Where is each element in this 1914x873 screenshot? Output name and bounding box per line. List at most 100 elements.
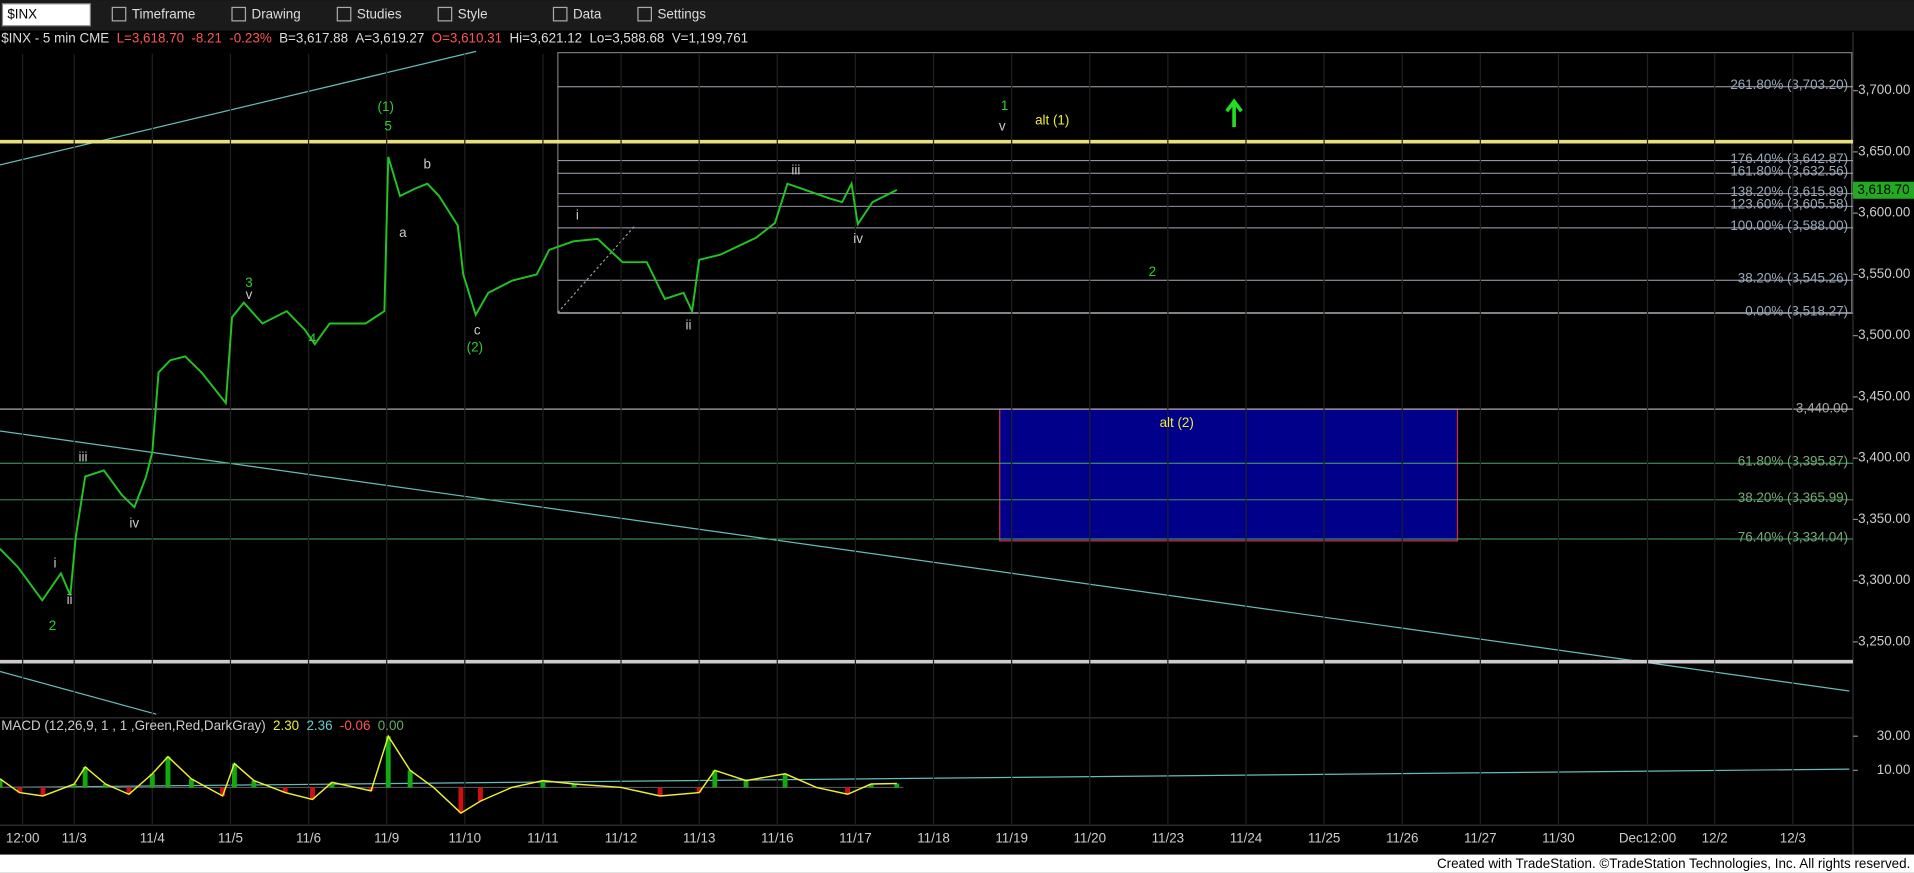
toolbar-icon[interactable]: [336, 6, 352, 22]
toolbar-button[interactable]: Timeframe: [132, 6, 196, 21]
toolbar-icon[interactable]: [637, 6, 652, 22]
wave-label: i: [53, 556, 56, 571]
macd-bar: [126, 787, 132, 795]
macd-bar: [385, 736, 391, 788]
macd-bar: [894, 783, 900, 788]
macd-bar: [220, 787, 226, 796]
macd-bar: [82, 766, 88, 788]
x-tick-label: 11/30: [1542, 830, 1575, 845]
wave-label: ii: [67, 592, 73, 607]
macd-reading: 0.00: [378, 718, 404, 733]
macd-bar: [407, 770, 413, 788]
wave-label: i: [576, 208, 579, 223]
wave-label: v: [999, 119, 1006, 134]
y-tick-label: 3,550.00: [1858, 266, 1910, 281]
target-box: [999, 408, 1459, 542]
toolbar-icon[interactable]: [231, 6, 247, 22]
wave-label: v: [246, 287, 253, 302]
macd-bar: [103, 784, 108, 788]
macd-bar: [743, 780, 749, 788]
last-price-tag: [1852, 181, 1914, 199]
macd-y-label: 10.00: [1877, 762, 1911, 777]
y-tick-label: 3,400.00: [1858, 450, 1910, 465]
y-tick-label: 3,350.00: [1858, 511, 1910, 526]
wave-label: 2: [49, 618, 56, 633]
y-tick-label: 3,700.00: [1858, 82, 1910, 97]
macd-bar: [571, 784, 577, 788]
fib-frame: [557, 51, 1853, 314]
y-tick-label: 3,600.00: [1858, 205, 1910, 220]
x-tick-label: 11/3: [62, 830, 87, 845]
quote-field: -8.21: [191, 31, 222, 46]
toolbar-icon[interactable]: [437, 6, 453, 22]
wave-label: (1): [378, 99, 394, 114]
wave-label: iii: [79, 449, 88, 464]
fib-label: 176.40% (3,642.87): [1730, 151, 1848, 166]
y-tick-label: 3,450.00: [1858, 388, 1910, 403]
macd-bar: [477, 787, 483, 802]
macd-bar: [310, 787, 315, 800]
quote-field: O=3,610.31: [432, 31, 502, 46]
quote-field: Lo=3,588.68: [589, 31, 664, 46]
wave-label: ii: [685, 318, 691, 333]
x-tick-label: 11/24: [1230, 830, 1263, 845]
wave-label: c: [474, 322, 481, 337]
wave-label: 1: [1001, 98, 1008, 113]
wave-label: iv: [853, 231, 863, 246]
last-price: 3,618.70: [1857, 182, 1909, 197]
macd-bar: [149, 773, 155, 788]
macd-bar: [712, 770, 718, 788]
macd-bar: [165, 756, 171, 788]
toolbar-icon[interactable]: [552, 6, 568, 22]
macd-bar: [282, 787, 288, 793]
wave-label: iii: [791, 163, 800, 178]
fib-label: 123.60% (3,605.58): [1730, 197, 1848, 212]
wave-label: a: [399, 225, 407, 240]
x-tick-label: 11/26: [1386, 830, 1419, 845]
toolbar-icon[interactable]: [111, 6, 127, 22]
price-line: [0, 156, 898, 602]
macd-bar: [251, 780, 257, 788]
x-tick-label: 11/12: [605, 830, 638, 845]
x-tick-label: 11/23: [1152, 830, 1185, 845]
x-tick-label: 11/13: [683, 830, 716, 845]
fib-label: 261.80% (3,703.20): [1730, 77, 1848, 92]
toolbar-button[interactable]: Style: [458, 6, 488, 21]
quote-field: A=3,619.27: [355, 31, 424, 46]
toolbar-button[interactable]: Drawing: [252, 6, 301, 21]
macd-bar: [329, 782, 335, 788]
macd-bar: [540, 780, 546, 788]
quote-field: -0.23%: [229, 31, 272, 46]
toolbar-button[interactable]: Studies: [357, 6, 402, 21]
wave-label: alt (1): [1035, 113, 1069, 128]
toolbar: [0, 0, 1914, 31]
x-tick-label: 11/11: [527, 830, 559, 845]
macd-bar: [188, 778, 194, 788]
quote-field: L=3,618.70: [117, 31, 184, 46]
macd-bar: [458, 787, 464, 814]
macd-bar: [845, 787, 851, 795]
symbol-box[interactable]: [1, 3, 91, 27]
fib-label: 0.00% (3,518.27): [1745, 304, 1848, 319]
x-tick-label: Dec12:00: [1619, 830, 1676, 845]
x-tick-label: 11/5: [218, 830, 243, 845]
macd-bar: [657, 787, 663, 796]
footer-bar: [0, 854, 1914, 873]
trendline: [0, 50, 477, 166]
toolbar-button[interactable]: Data: [573, 6, 602, 21]
macd-title: MACD (12,26,9, 1 , 1 ,Green,Red,DarkGray…: [1, 718, 265, 733]
toolbar-button[interactable]: Settings: [657, 6, 706, 21]
y-tick-label: 3,250.00: [1858, 633, 1910, 648]
trendline: [0, 670, 157, 715]
footer: Created with TradeStation. ©TradeStation…: [1437, 856, 1910, 871]
symbol[interactable]: $INX: [7, 6, 37, 21]
x-tick-label: 12:00: [6, 830, 40, 845]
macd-reading: 2.36: [306, 718, 332, 733]
macd-line: [0, 734, 897, 814]
quote-field: V=1,199,761: [672, 31, 748, 46]
box-level-label: 3,440.00: [1796, 401, 1848, 416]
wave-label: (2): [467, 340, 483, 355]
quote-field: B=3,617.88: [279, 31, 348, 46]
